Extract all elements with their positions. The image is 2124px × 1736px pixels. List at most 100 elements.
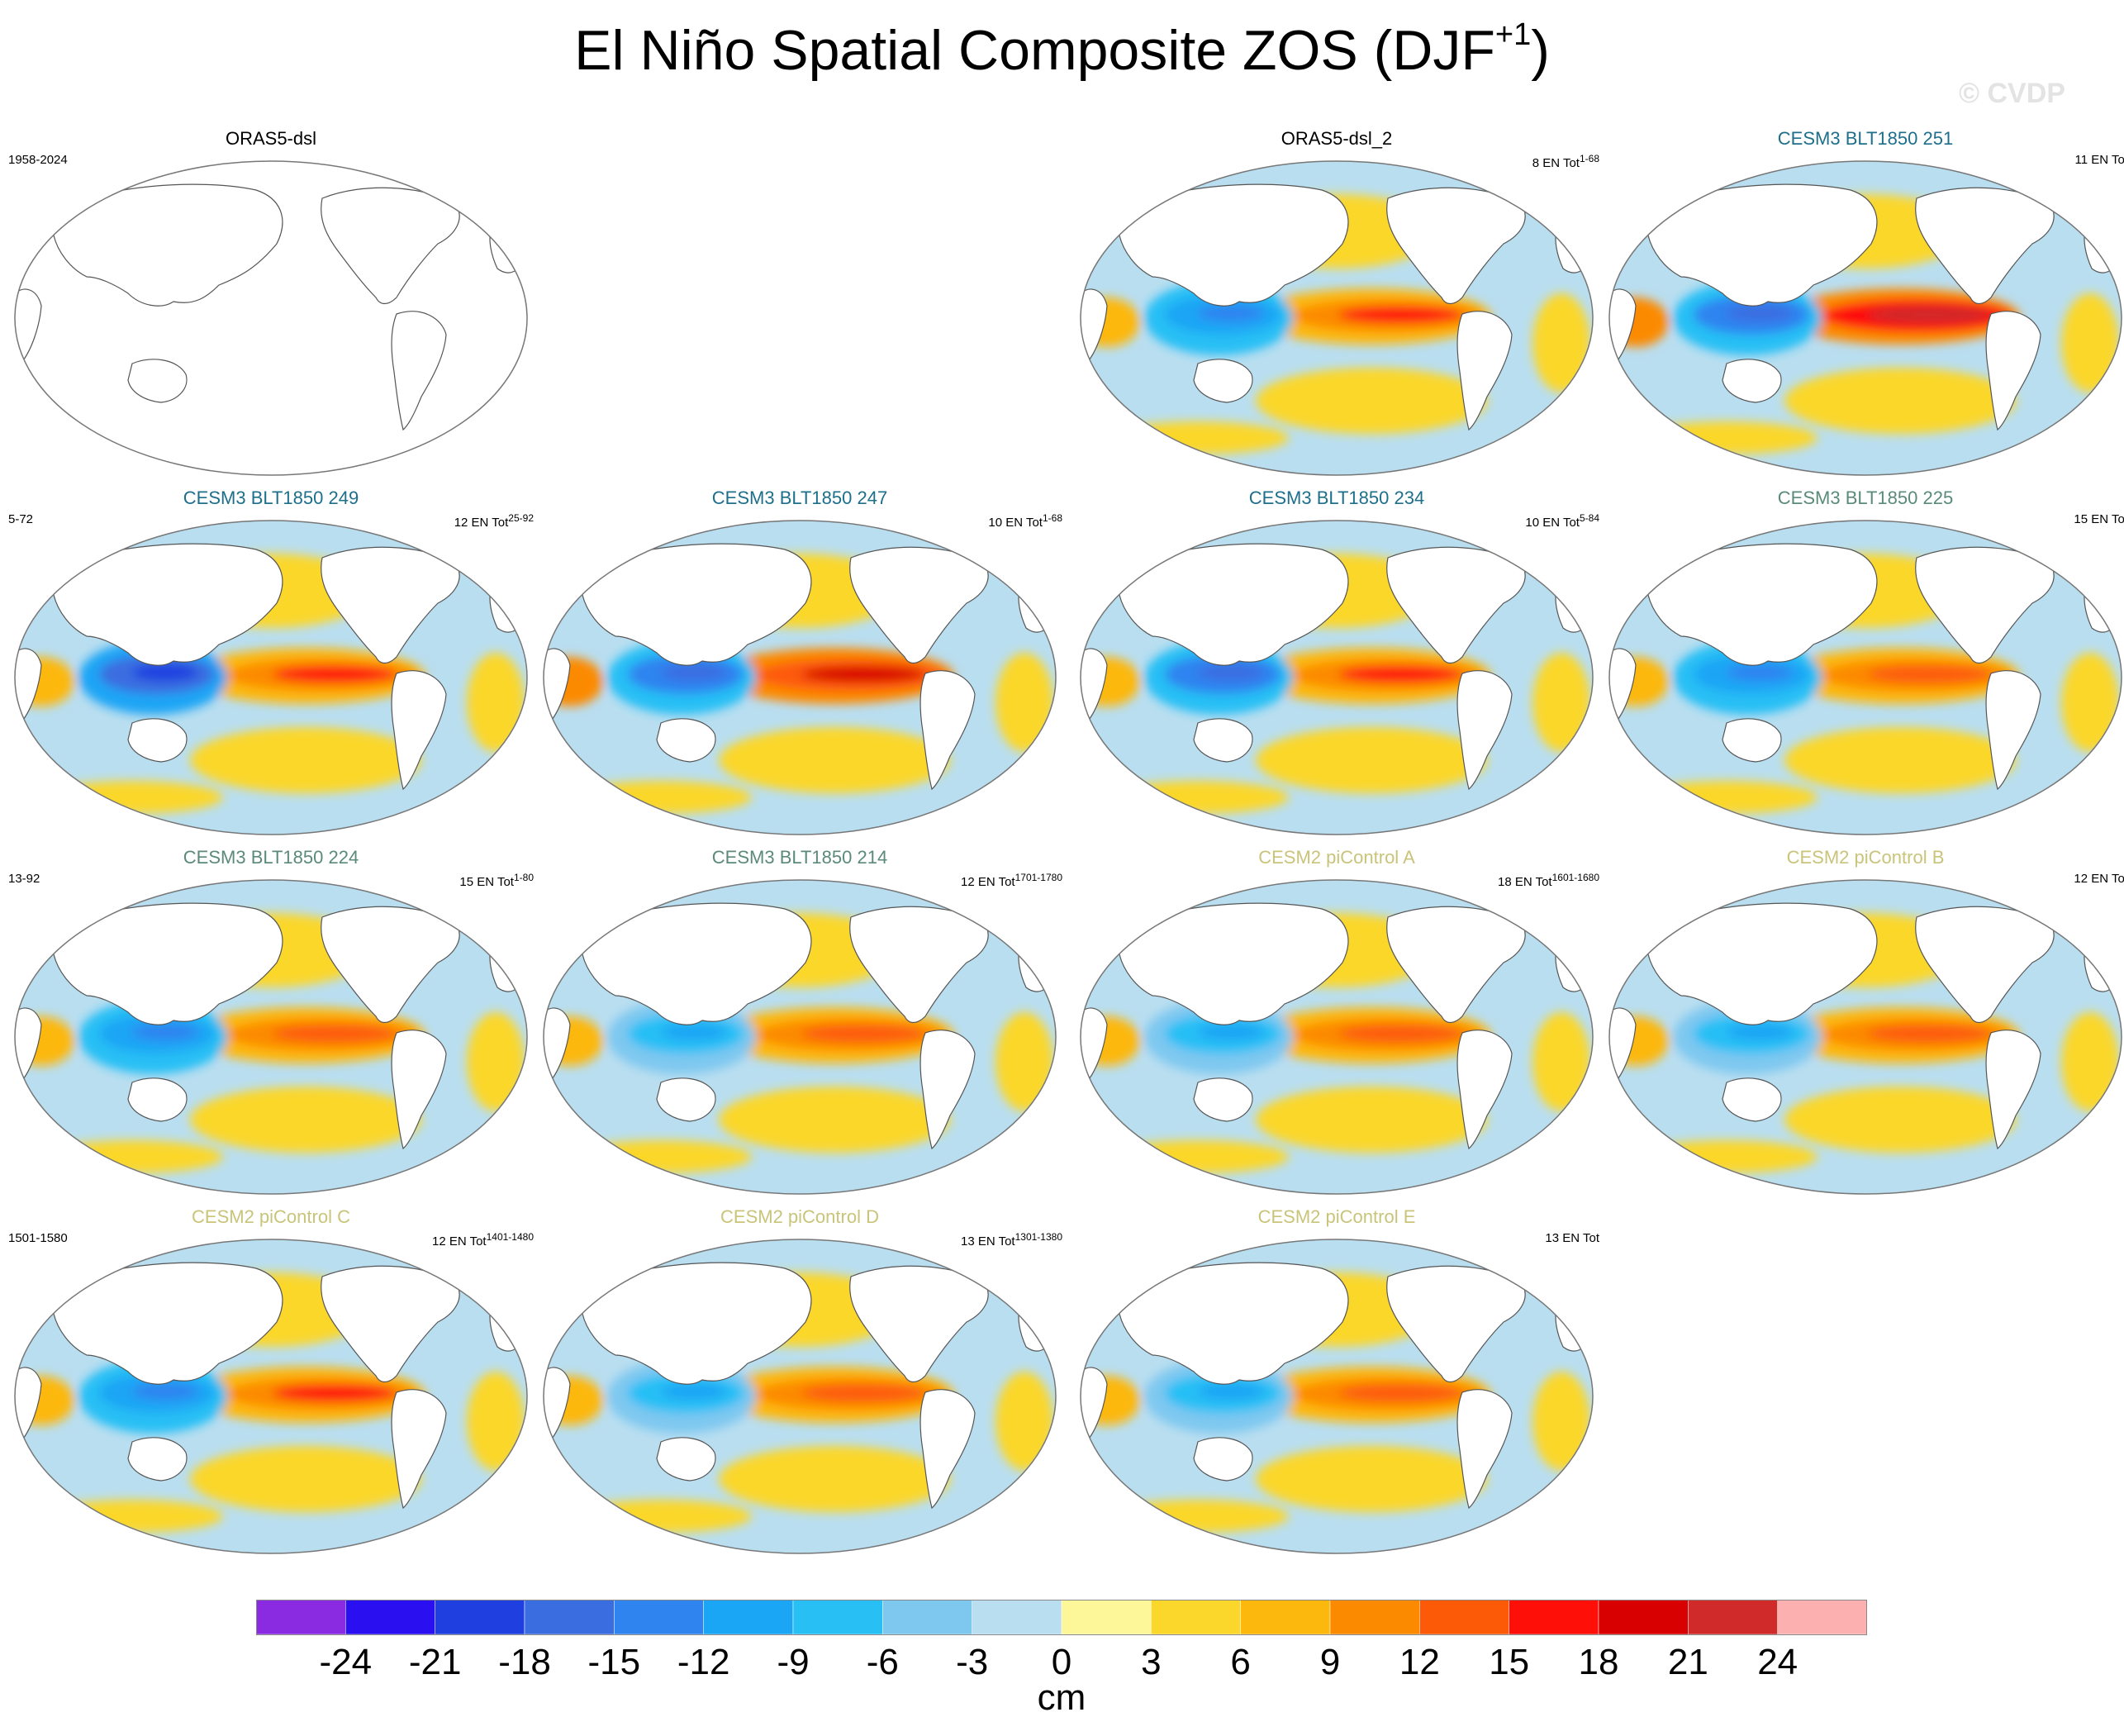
panel-event-count: 12 EN Tot: [2074, 872, 2124, 886]
map-border: [1080, 1239, 1594, 1554]
map-panel: CESM3 BLT1850 214 12 EN Tot1701-1780: [537, 847, 1062, 1202]
colorbar-swatch: [1688, 1600, 1778, 1635]
australia-land: [127, 359, 188, 403]
australia-land: [1722, 1077, 1782, 1122]
map-border: [14, 520, 528, 835]
panel-period-label: 5-72: [8, 512, 34, 526]
watermark: © CVDP: [1959, 78, 2065, 109]
panel-title: CESM3 BLT1850 225: [1777, 488, 1954, 508]
map-panel: CESM2 piControl D 13 EN Tot1301-1380: [537, 1206, 1062, 1562]
colorbar-swatch: [524, 1600, 615, 1635]
colorbar-tick-label: -21: [409, 1642, 462, 1682]
colorbar-tick-label: 24: [1757, 1642, 1798, 1682]
panel-event-count: 13 EN Tot: [1545, 1231, 1599, 1245]
south-america-land: [391, 1030, 447, 1150]
panel-event-count: 11 EN Tot: [2075, 153, 2124, 167]
map-panel: CESM2 piControl A 18 EN Tot1601-1680: [1074, 847, 1599, 1202]
panel-event-count: 15 EN Tot1-80: [459, 872, 534, 889]
colorbar-swatch: [972, 1600, 1062, 1635]
australia-land: [1193, 1437, 1253, 1482]
map-panel: CESM3 BLT1850 224 13-92 15 EN Tot1-80: [8, 847, 534, 1202]
east-pacific-tongue-core: [1867, 307, 1991, 323]
south-america-land: [391, 670, 447, 791]
atlantic-positive: [1532, 293, 1590, 392]
south-america-land: [919, 1030, 976, 1150]
colorbar-swatch: [1777, 1600, 1867, 1635]
map-border: [1608, 160, 2122, 476]
south-pacific-positive: [1256, 1446, 1487, 1512]
world-map: [543, 520, 1057, 835]
australia-land: [1722, 359, 1782, 403]
south-pacific-positive: [1256, 1087, 1487, 1153]
australia-land: [127, 1437, 188, 1482]
south-america-land: [1456, 670, 1513, 791]
world-map: [1608, 160, 2122, 476]
title-main: El Niño Spatial Composite ZOS (DJF: [574, 19, 1495, 82]
colorbar-swatch: [1061, 1600, 1152, 1635]
colorbar-swatch: [1240, 1600, 1331, 1635]
asia-land: [53, 543, 283, 666]
asia-land: [1647, 902, 1878, 1025]
asia-land: [53, 1262, 283, 1385]
south-america-land: [1985, 670, 2041, 791]
west-pacific-negative-core: [661, 1383, 727, 1400]
event-count-text: 12 EN Tot: [961, 875, 1015, 889]
west-pacific-negative-core: [661, 1024, 727, 1040]
world-map: [1080, 520, 1594, 835]
atlantic-positive: [2061, 293, 2119, 392]
event-count-text: 13 EN Tot: [1545, 1231, 1599, 1245]
south-pacific-positive: [1256, 727, 1487, 793]
map-panel: CESM2 piControl E 13 EN Tot: [1074, 1206, 1599, 1562]
map-border: [1608, 879, 2122, 1195]
australia-land: [1193, 359, 1253, 403]
colorbar-tick-label: 12: [1399, 1642, 1440, 1682]
atlantic-positive: [1532, 653, 1590, 752]
event-count-text: 12 EN Tot: [454, 516, 509, 530]
west-pacific-negative-core: [661, 664, 727, 681]
panel-title: CESM2 piControl B: [1786, 847, 1945, 868]
panel-event-count: 10 EN Tot1-68: [988, 512, 1062, 530]
south-america-land: [391, 1389, 447, 1510]
east-pacific-tongue-core: [1338, 1385, 1462, 1401]
panel-title: ORAS5-dsl: [225, 128, 317, 149]
map-panel: ORAS5-dsl 1958-2024: [8, 128, 534, 483]
west-pacific-negative-core: [1727, 664, 1793, 681]
south-america-land: [1456, 311, 1513, 431]
colorbar-tick-label: -12: [677, 1642, 730, 1682]
atlantic-positive: [1532, 1012, 1590, 1111]
south-america-land: [919, 670, 976, 791]
world-map: [1608, 879, 2122, 1195]
colorbar-tick-label: -18: [498, 1642, 551, 1682]
map-border: [1080, 520, 1594, 835]
asia-land: [582, 543, 812, 666]
panel-event-count: 12 EN Tot25-92: [454, 512, 534, 530]
panel-period-label: 1501-1580: [8, 1231, 68, 1245]
map-border: [543, 1239, 1057, 1554]
atlantic-positive: [995, 653, 1053, 752]
panel-event-count: 8 EN Tot1-68: [1532, 153, 1599, 170]
west-pacific-negative-core: [132, 1024, 198, 1040]
colorbar-swatch: [1419, 1600, 1509, 1635]
atlantic-positive: [995, 1012, 1053, 1111]
map-border: [14, 160, 528, 476]
atlantic-positive: [467, 1012, 525, 1111]
colorbar-swatch: [1509, 1600, 1599, 1635]
colorbar-tick-label: -6: [867, 1642, 899, 1682]
atlantic-positive: [2061, 1012, 2119, 1111]
panel-event-count: 18 EN Tot1601-1680: [1498, 872, 1599, 889]
panel-period-label: 1958-2024: [8, 153, 68, 167]
west-pacific-negative-core: [1727, 1024, 1793, 1040]
south-pacific-positive: [1784, 368, 2016, 434]
east-pacific-tongue-core: [1338, 1025, 1462, 1042]
colorbar-swatch: [1598, 1600, 1689, 1635]
colorbar-unit: cm: [1037, 1677, 1086, 1718]
map-panel: CESM2 piControl B 12 EN Tot: [1603, 847, 2124, 1202]
map-panel: CESM3 BLT1850 234 10 EN Tot5-84: [1074, 488, 1599, 843]
south-pacific-positive: [719, 1446, 950, 1512]
panel-event-count: 12 EN Tot1401-1480: [432, 1231, 534, 1248]
world-map: [14, 1239, 528, 1554]
colorbar: -24 -21 -18 -15 -12 -9 -6 -3 0 3 6 9 12 15 18 21 24: [256, 1600, 1867, 1682]
atlantic-positive: [467, 653, 525, 752]
map-border: [1608, 520, 2122, 835]
world-map: [543, 1239, 1057, 1554]
